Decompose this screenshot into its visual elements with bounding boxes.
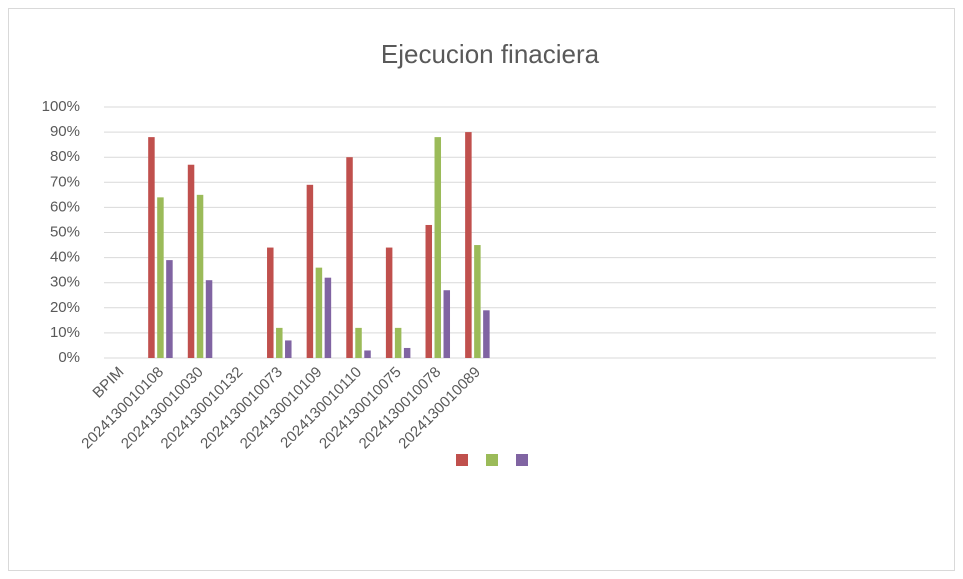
legend-swatch <box>486 454 498 466</box>
bar <box>196 194 204 358</box>
bar <box>385 247 393 358</box>
bar <box>267 247 274 358</box>
bar <box>394 327 402 358</box>
bar <box>425 224 433 358</box>
y-tick-label: 100% <box>42 98 80 115</box>
y-tick-label: 20% <box>50 299 80 316</box>
bar <box>315 267 323 358</box>
legend-swatch <box>456 454 468 466</box>
bar <box>355 327 362 358</box>
bar <box>157 197 164 358</box>
y-tick-label: 50% <box>50 223 80 240</box>
y-tick-label: 80% <box>50 148 80 165</box>
y-tick-label: 10% <box>50 324 80 341</box>
y-tick-label: 90% <box>50 123 80 140</box>
bar <box>434 137 442 358</box>
bar <box>148 137 155 358</box>
bar <box>346 157 353 358</box>
bar <box>205 280 213 358</box>
bar <box>166 260 173 358</box>
y-tick-label: 40% <box>50 249 80 266</box>
y-tick-label: 0% <box>58 349 80 366</box>
bar <box>403 347 411 358</box>
bar <box>465 132 472 358</box>
bar <box>483 310 490 358</box>
bar <box>306 184 314 358</box>
chart-title: Ejecucion finaciera <box>381 39 600 69</box>
y-tick-label: 60% <box>50 198 80 215</box>
bar <box>276 327 283 358</box>
bar <box>285 340 292 358</box>
bar <box>364 350 371 358</box>
bar <box>474 245 481 358</box>
bar <box>443 290 451 358</box>
bar <box>187 164 195 358</box>
chart-border <box>8 8 955 571</box>
y-tick-label: 30% <box>50 274 80 291</box>
bar <box>324 277 332 358</box>
legend-swatch <box>516 454 528 466</box>
y-tick-label: 70% <box>50 173 80 190</box>
